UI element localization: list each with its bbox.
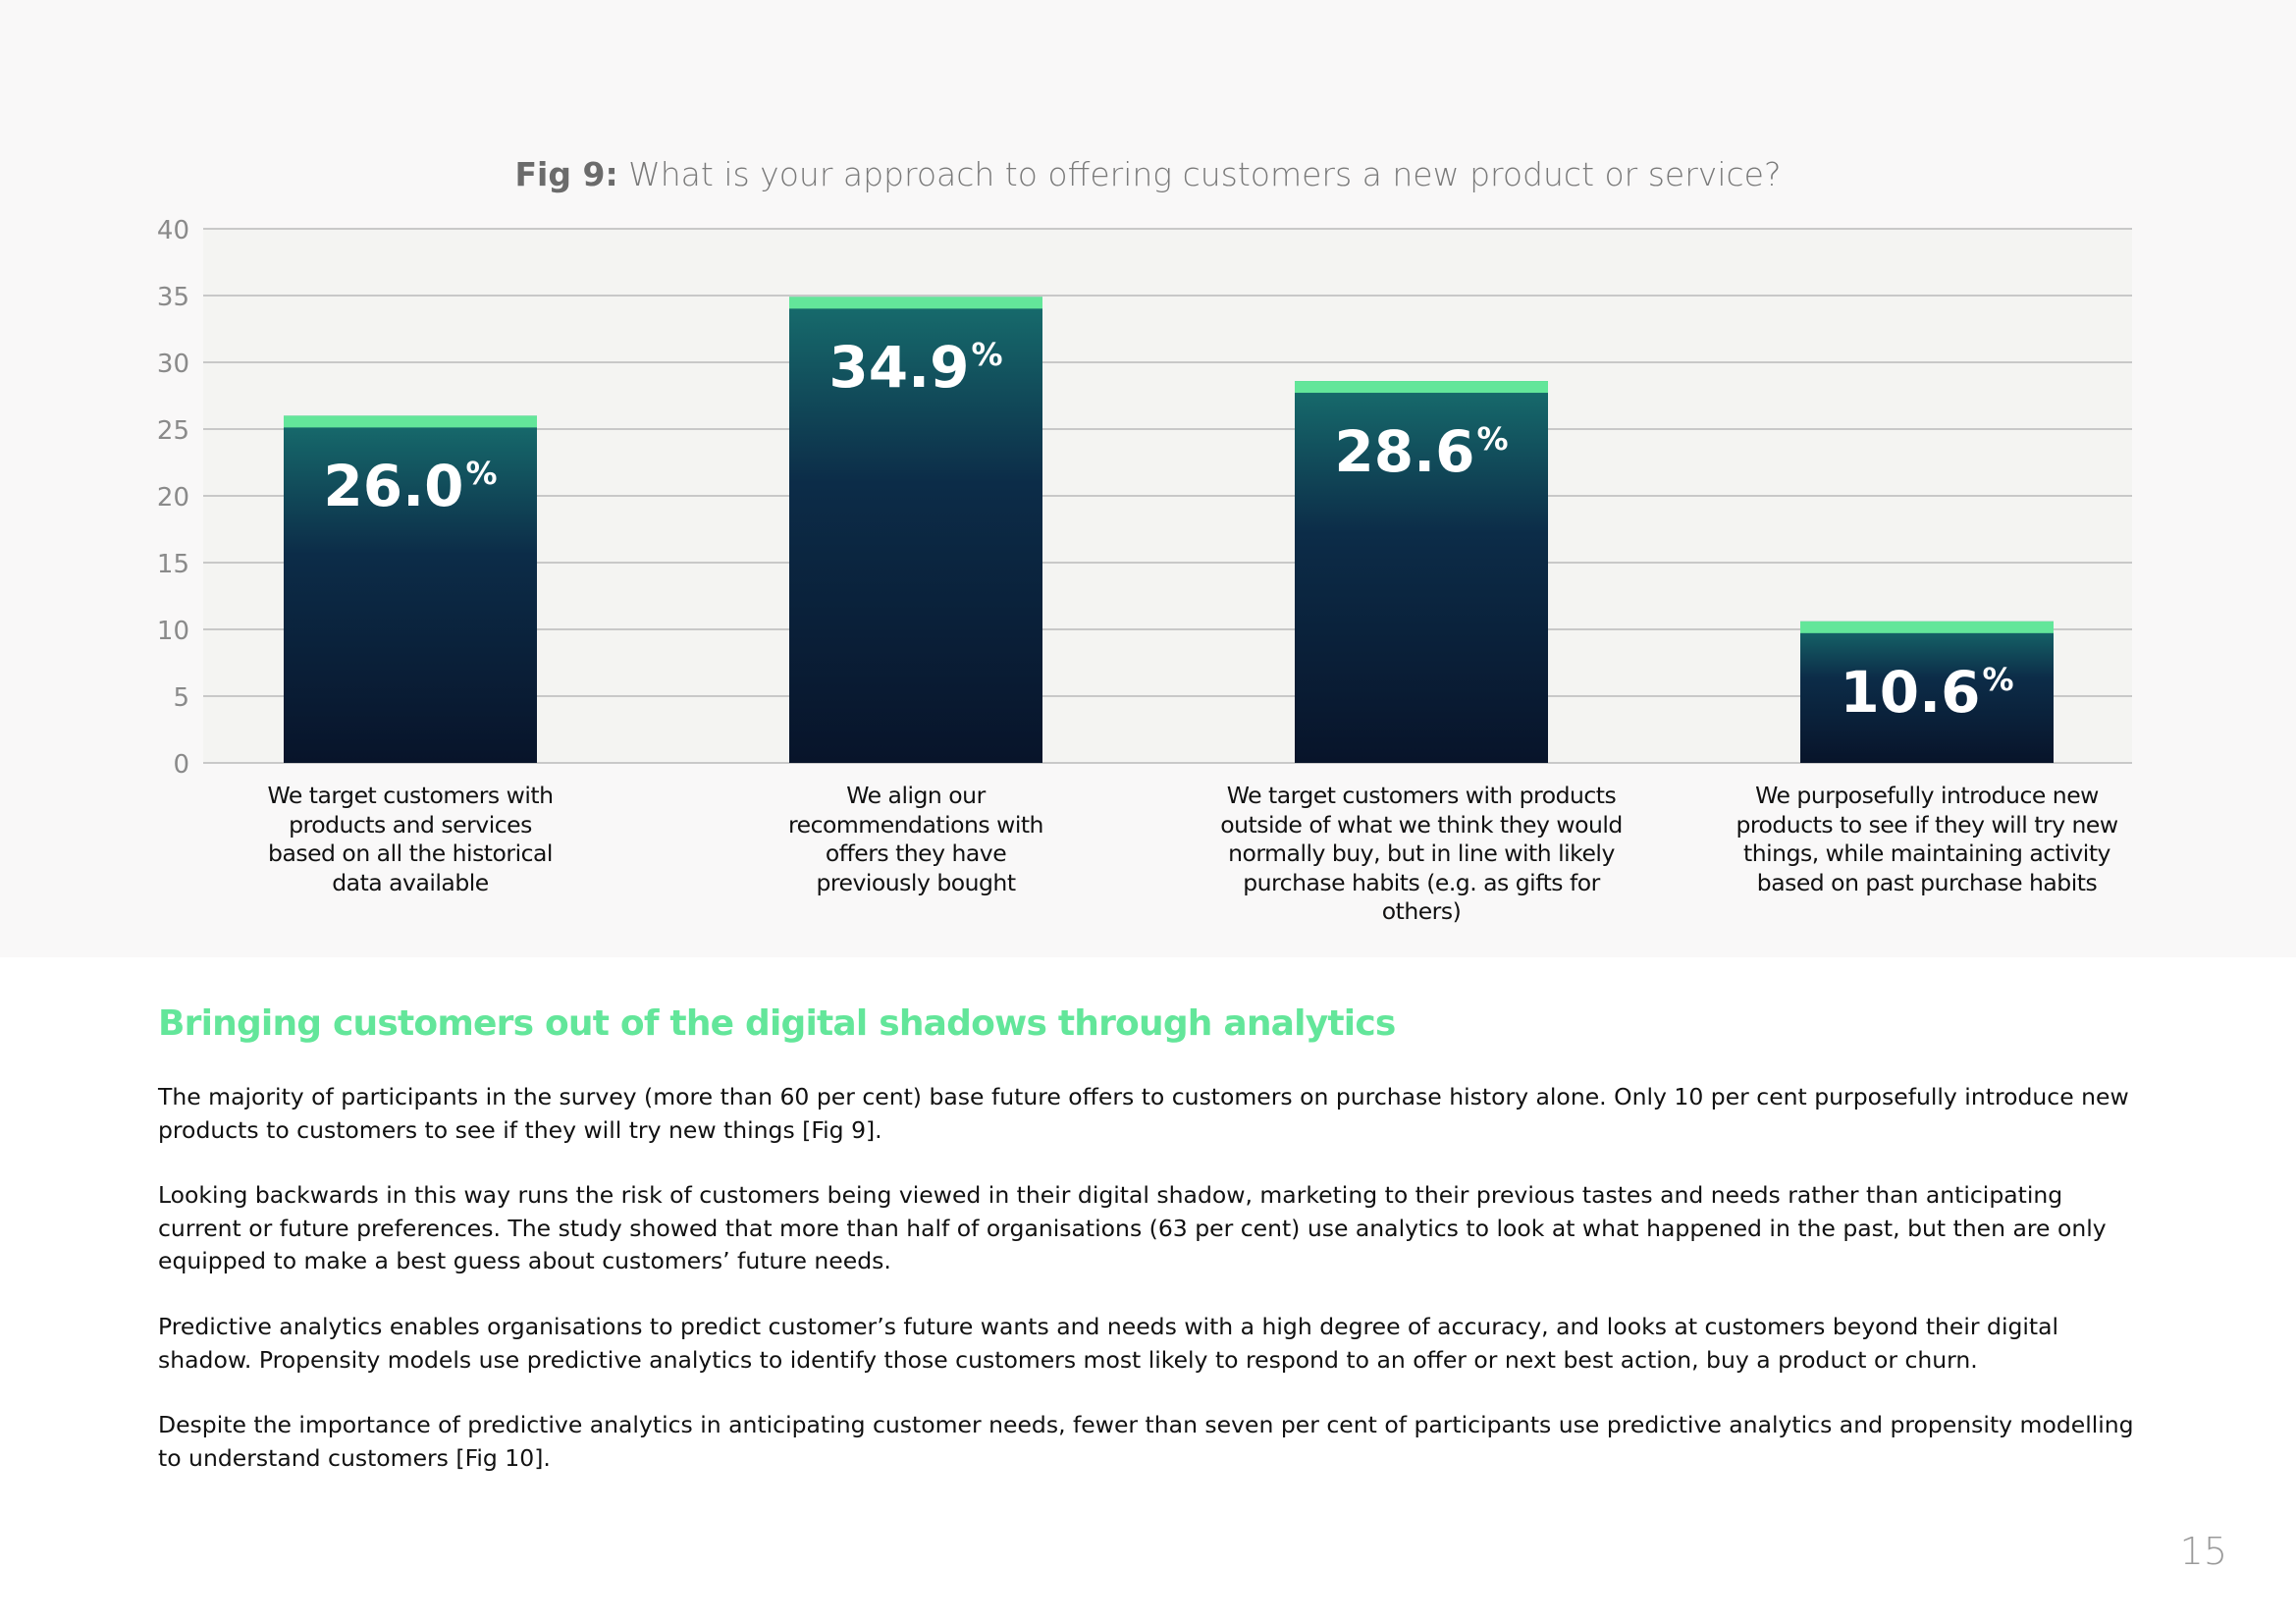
bar-value-suffix: % [971,336,1003,374]
category-label-line: based on all the historical [268,839,553,867]
bar-chart: 0 5 10 15 20 25 30 35 40 [157,216,2132,780]
bar-value-number: 28.6 [1334,418,1475,486]
category-label-line: outside of what we think they would [1220,810,1623,839]
bar [284,415,537,763]
category-label: We align our recommendations with offers t… [710,782,1122,897]
paragraph-3: Predictive analytics enables organisatio… [158,1313,2059,1374]
paragraph-4: Despite the importance of predictive ana… [158,1411,2134,1472]
category-label-line: purchase habits (e.g. as gifts for other… [1243,868,1600,926]
bar-value-number: 26.0 [323,453,464,520]
figure-question: What is your approach to offering custom… [628,155,1782,193]
bar-cap [284,415,537,428]
bar-cap [1295,381,1548,394]
category-label-line: We purposefully introduce new [1755,782,2099,809]
category-label-line: data available [332,868,489,896]
category-label: We target customers with products outside… [1215,782,1628,927]
category-label-line: We target customers with products [1226,782,1617,809]
bar [1800,621,2054,763]
category-label-line: We target customers with [267,782,554,809]
figure-panel: 0 5 10 15 20 25 30 35 40 Fig 9: What is your app… [0,155,2296,927]
bar-value-number: 10.6 [1840,658,1981,726]
bar [1295,381,1548,763]
category-label-line: recommendations with [788,810,1043,839]
category-label-line: products to see if they will try new [1735,810,2118,839]
category-label-line: normally buy, but in line with likely [1228,839,1615,867]
bar-value-label: 10.6% [1770,659,2084,726]
bar-value-suffix: % [1982,660,2014,698]
y-tick-label: 15 [157,550,189,579]
category-label-line: offers they have [825,839,1007,867]
paragraph-2: Looking backwards in this way runs the r… [158,1181,2107,1274]
page-number: 15 [2179,1530,2227,1573]
category-label-line: based on past purchase habits [1756,868,2098,896]
bar-value-suffix: % [1476,420,1509,459]
y-tick-label: 0 [173,750,189,780]
bar-cap [789,297,1042,309]
bar-cap [1800,621,2054,633]
y-tick-label: 25 [157,416,189,446]
bar-value-suffix: % [465,455,498,493]
category-label-line: previously bought [816,868,1016,896]
figure-title: Fig 9: What is your approach to offering… [0,155,2296,193]
section-heading: Bringing customers out of the digital sh… [158,1003,1396,1044]
bar-value-label: 34.9% [759,334,1073,401]
y-tick-label: 20 [157,483,189,513]
bar-value-label: 28.6% [1264,418,1578,485]
category-label-line: products and services [289,810,532,839]
category-label: We purposefully introduce new products to… [1721,782,2133,897]
category-label: We target customers with products and ser… [204,782,616,897]
paragraph-1: The majority of participants in the surv… [158,1083,2129,1144]
bar-value-label: 26.0% [253,453,567,519]
category-label-line: We align our [846,782,986,809]
y-tick-label: 30 [157,350,189,379]
y-tick-label: 40 [157,216,189,245]
y-tick-label: 35 [157,283,189,312]
category-label-line: things, while maintaining activity [1743,839,2110,867]
bar [789,297,1042,763]
figure-label: Fig 9: [514,155,618,193]
y-tick-label: 5 [173,683,189,713]
y-tick-label: 10 [157,617,189,646]
bar-value-number: 34.9 [828,334,970,402]
